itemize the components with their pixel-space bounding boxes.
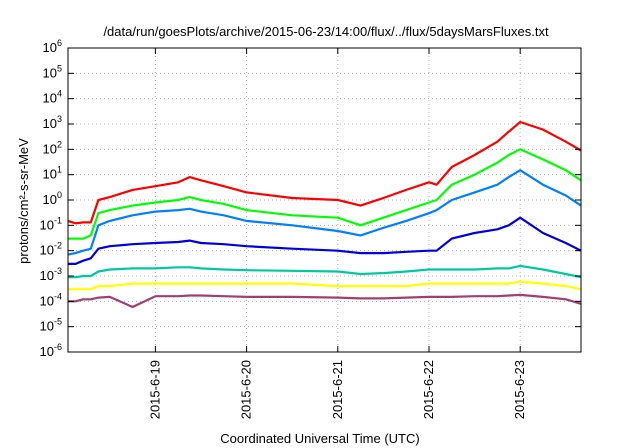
series-line-7	[68, 293, 582, 309]
chart-title: /data/run/goesPlots/archive/2015-06-23/1…	[103, 24, 549, 39]
y-tick-label: 106	[43, 38, 62, 55]
y-axis-ticks: 10-6 10-5 10-4 10-3 10-2 10-1 100 101 102 103 104 1…	[40, 38, 581, 359]
series-line-1	[67, 120, 582, 225]
y-tick-label: 100	[43, 190, 62, 207]
x-tick-label: 2015-6-22	[421, 360, 436, 419]
series-line-4	[68, 216, 582, 265]
y-tick-label: 10-6	[40, 342, 62, 359]
x-tick-label: 2015-6-21	[330, 360, 345, 419]
y-tick-label: 10-1	[40, 215, 62, 232]
y-tick-label: 104	[43, 89, 62, 106]
x-tick-label: 2015-6-19	[147, 360, 162, 419]
y-tick-label: 10-3	[40, 266, 62, 283]
series-line-5	[68, 264, 582, 279]
y-tick-label: 105	[43, 63, 62, 80]
series-layer	[67, 120, 582, 309]
series-line-6	[68, 280, 582, 291]
series-line-2	[68, 148, 582, 240]
series-line-3	[67, 169, 582, 256]
x-tick-label: 2015-6-23	[512, 360, 527, 419]
y-tick-label: 102	[43, 139, 62, 156]
y-tick-label: 103	[43, 114, 62, 131]
x-axis-label: Coordinated Universal Time (UTC)	[220, 431, 419, 446]
y-tick-label: 10-4	[40, 291, 62, 308]
x-tick-label: 2015-6-20	[239, 360, 254, 419]
y-axis-label: protons/cm²-s-sr-MeV	[16, 138, 31, 264]
y-tick-label: 101	[43, 165, 62, 182]
y-tick-label: 10-2	[40, 241, 62, 258]
y-tick-label: 10-5	[40, 317, 62, 334]
x-axis-ticks: 2015-6-19 2015-6-20 2015-6-21 2015-6-22 2015…	[147, 48, 527, 419]
